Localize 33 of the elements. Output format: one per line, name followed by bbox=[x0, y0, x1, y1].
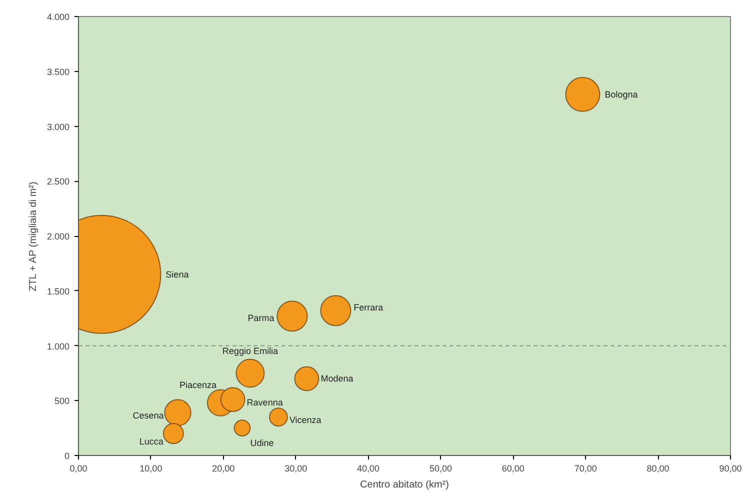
y-tick-label: 3.000 bbox=[46, 122, 70, 132]
y-tick-label: 0 bbox=[64, 451, 70, 461]
annotation: Ravenna bbox=[246, 398, 283, 408]
annotation: Piacenza bbox=[179, 380, 216, 390]
annotation: Reggio Emilia bbox=[222, 346, 278, 356]
y-axis-title: ZTL + AP (migliaia di m²) bbox=[28, 182, 39, 292]
x-tick-label: 40,00 bbox=[357, 464, 380, 474]
y-tick-label: 2.000 bbox=[46, 232, 70, 242]
annotation: Udine bbox=[250, 438, 274, 448]
y-tick-label: 1.000 bbox=[46, 341, 70, 352]
x-tick-label: 50,00 bbox=[429, 464, 452, 474]
x-axis-title: Centro abitato (km²) bbox=[360, 480, 449, 490]
annotation: Siena bbox=[166, 269, 189, 280]
annotation: Bologna bbox=[604, 89, 638, 100]
y-tick-label: 3.500 bbox=[46, 66, 70, 77]
annotation: Ferrara bbox=[354, 302, 384, 313]
annotation: Vicenza bbox=[289, 415, 322, 426]
x-tick-label: 60,00 bbox=[502, 464, 524, 474]
annotation: Parma bbox=[248, 313, 274, 324]
x-tick-label: 90,00 bbox=[719, 464, 742, 474]
annotation: Cesena bbox=[132, 410, 164, 421]
y-tick-label: 1.500 bbox=[46, 286, 70, 296]
x-tick-label: 30,00 bbox=[284, 464, 308, 474]
x-tick-label: 10,00 bbox=[140, 464, 162, 474]
y-tick-label: 4.000 bbox=[46, 12, 70, 22]
x-tick-label: 80,00 bbox=[646, 464, 670, 474]
x-tick-label: 20,00 bbox=[212, 464, 235, 474]
y-tick-label: 2.500 bbox=[46, 176, 70, 187]
x-tick-label: 70,00 bbox=[574, 464, 597, 474]
y-tick-label: 500 bbox=[54, 396, 70, 406]
annotation: Lucca bbox=[139, 436, 164, 447]
x-tick-label: 0,00 bbox=[70, 464, 88, 474]
annotation: Modena bbox=[320, 374, 354, 384]
